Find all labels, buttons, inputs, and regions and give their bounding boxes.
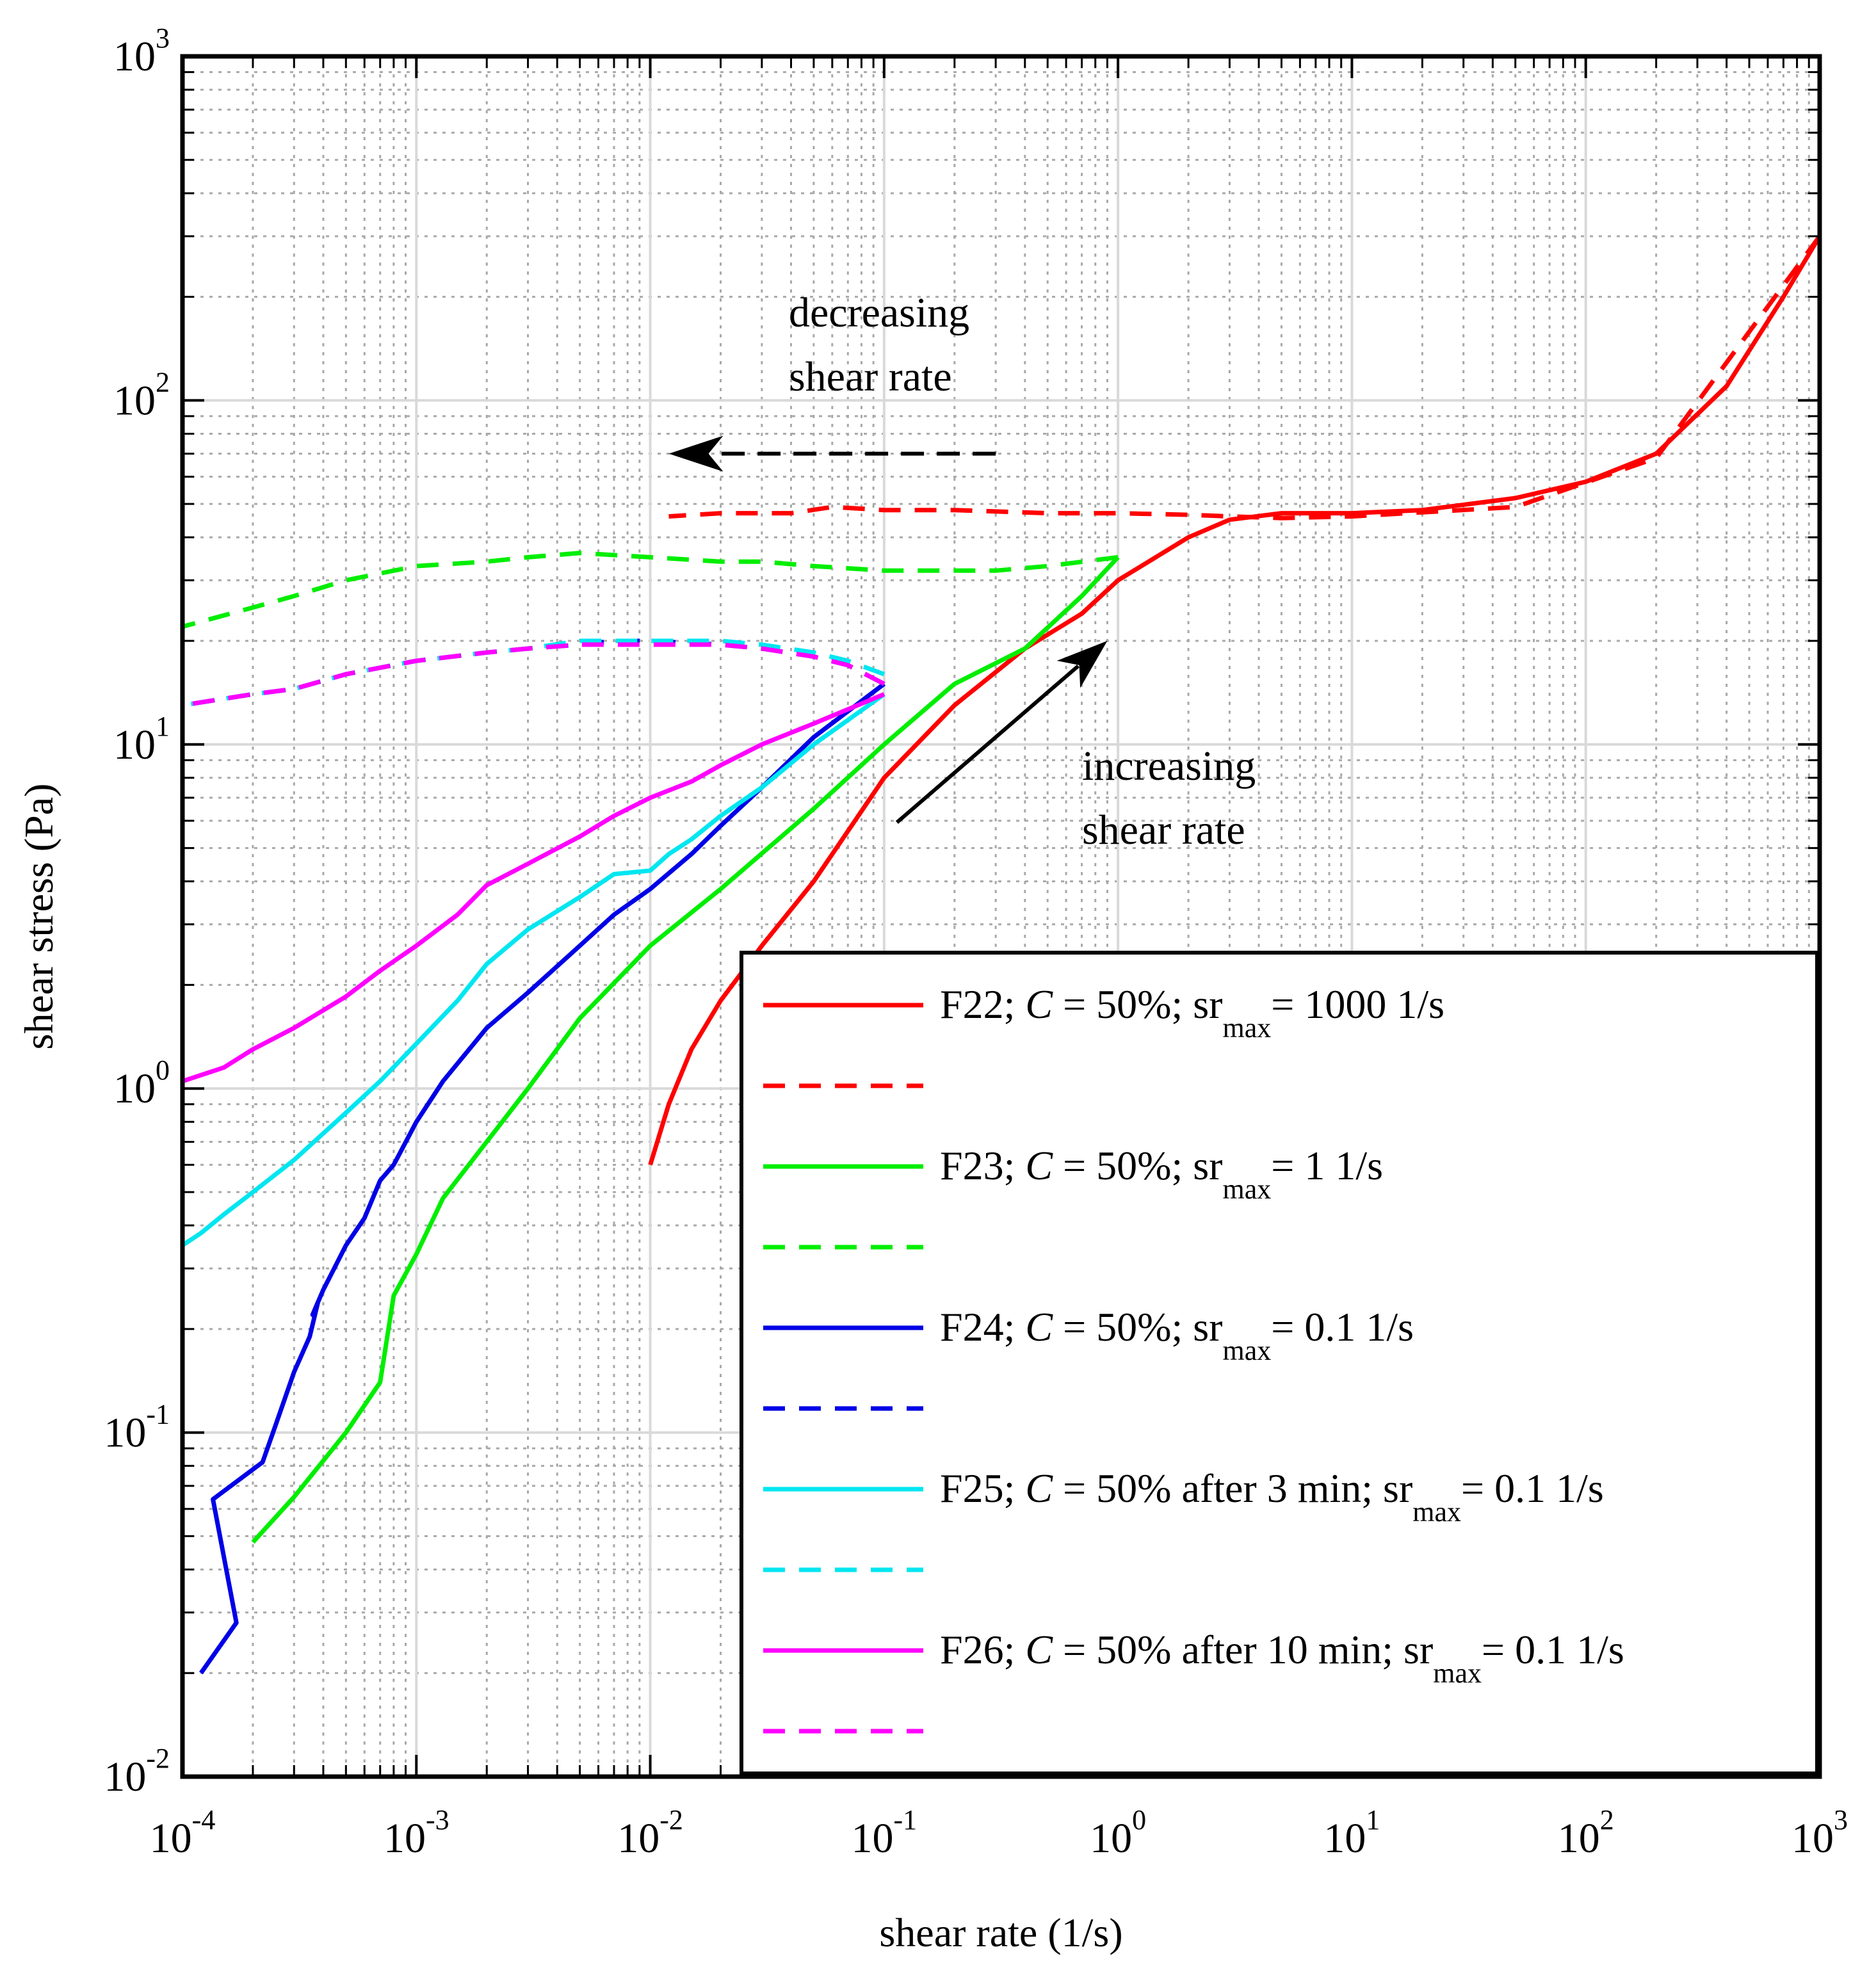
x-tick-base: 10 xyxy=(1558,1815,1600,1862)
legend-suffix: = 0.1 1/s xyxy=(1461,1465,1604,1511)
x-tick-label: 101 xyxy=(1323,1804,1380,1862)
legend-label-f24: F24; C = 50%; srmax= 0.1 1/s xyxy=(940,1304,1414,1366)
legend-prefix: F26; xyxy=(940,1627,1025,1672)
legend-var: C xyxy=(1025,1143,1053,1188)
y-tick-label: 10-1 xyxy=(104,1399,170,1457)
x-tick-exponent: -1 xyxy=(894,1804,918,1836)
x-tick-base: 10 xyxy=(150,1815,192,1862)
x-tick-exponent: -2 xyxy=(659,1804,683,1836)
legend-var: C xyxy=(1025,1627,1053,1672)
x-tick-exponent: 3 xyxy=(1834,1804,1848,1836)
y-tick-base: 10 xyxy=(113,377,156,424)
x-tick-exponent: -4 xyxy=(192,1804,216,1836)
series-line-f24-up xyxy=(199,682,886,1675)
decreasing-label-line: shear rate xyxy=(789,353,952,400)
series-line-f23-up xyxy=(251,556,1120,1544)
x-tick-label: 10-4 xyxy=(150,1804,216,1862)
legend-suffix: = 0.1 1/s xyxy=(1271,1304,1414,1350)
y-tick-base: 10 xyxy=(113,33,156,80)
legend-prefix: F22; xyxy=(940,981,1025,1027)
x-tick-base: 10 xyxy=(852,1815,894,1862)
x-tick-exponent: 2 xyxy=(1600,1804,1614,1836)
legend-mid: = 50%; sr xyxy=(1053,1143,1222,1188)
y-tick-label: 103 xyxy=(113,22,170,80)
y-tick-label: 10-2 xyxy=(104,1743,170,1800)
legend-suffix: = 1000 1/s xyxy=(1271,981,1444,1027)
legend-suffix: = 0.1 1/s xyxy=(1482,1627,1624,1672)
increasing-label-line: shear rate xyxy=(1082,807,1245,853)
legend-box xyxy=(740,951,1819,1775)
increasing-label-line: increasing xyxy=(1082,743,1256,789)
y-tick-label: 102 xyxy=(113,366,170,424)
legend-mid: = 50% after 3 min; sr xyxy=(1053,1465,1412,1511)
legend-suffix: = 1 1/s xyxy=(1271,1143,1383,1188)
legend-mid: = 50%; sr xyxy=(1053,1304,1222,1350)
decreasing-label-line: decreasing xyxy=(789,289,969,336)
legend-var: C xyxy=(1025,1304,1053,1350)
series-layer xyxy=(182,234,1820,1675)
y-tick-exponent: 3 xyxy=(156,22,170,54)
legend-prefix: F25; xyxy=(940,1465,1025,1511)
x-tick-exponent: -3 xyxy=(426,1804,449,1836)
plot-frame xyxy=(180,54,1822,1779)
x-tick-label: 10-3 xyxy=(384,1804,449,1862)
x-tick-exponent: 0 xyxy=(1132,1804,1146,1836)
legend-var: C xyxy=(1025,981,1053,1027)
y-tick-label: 101 xyxy=(113,711,170,768)
x-tick-base: 10 xyxy=(384,1815,426,1862)
legend-sub: max xyxy=(1412,1496,1461,1528)
legend-var: C xyxy=(1025,1465,1053,1511)
legend-label-f23: F23; C = 50%; srmax= 1 1/s xyxy=(940,1143,1383,1205)
series-group xyxy=(182,234,1820,1675)
decreasing-label: decreasing shear rate xyxy=(789,289,969,400)
series-line-f26-up xyxy=(182,692,885,1084)
x-tick-label: 102 xyxy=(1558,1804,1614,1862)
increasing-label: increasing shear rate xyxy=(1082,743,1256,853)
y-tick-label: 100 xyxy=(113,1054,170,1112)
annotation-layer: decreasing shear rate increasing shear rate xyxy=(668,289,1256,853)
y-tick-base: 10 xyxy=(113,1065,156,1112)
x-tick-base: 10 xyxy=(1090,1815,1132,1862)
decreasing-arrow-head xyxy=(668,435,724,472)
series-line-f25-up xyxy=(182,692,885,1248)
legend-prefix: F23; xyxy=(940,1143,1025,1188)
legend-sub: max xyxy=(1222,1012,1271,1044)
series-line-f23-down xyxy=(182,551,1119,629)
legend-label-f26: F26; C = 50% after 10 min; srmax= 0.1 1/… xyxy=(940,1627,1624,1689)
y-tick-exponent: 2 xyxy=(156,366,170,398)
legend-mid: = 50% after 10 min; sr xyxy=(1053,1627,1433,1672)
legend-prefix: F24; xyxy=(940,1304,1025,1350)
y-tick-base: 10 xyxy=(113,722,156,768)
x-tick-base: 10 xyxy=(617,1815,659,1862)
y-axis-label: shear stress (Pa) xyxy=(16,784,61,1050)
x-tick-label: 100 xyxy=(1090,1804,1146,1862)
x-axis-label: shear rate (1/s) xyxy=(879,1910,1122,1955)
y-tick-exponent: 1 xyxy=(156,711,170,742)
x-tick-label: 103 xyxy=(1791,1804,1848,1862)
y-tick-exponent: -2 xyxy=(146,1743,170,1774)
legend-label-f22: F22; C = 50%; srmax= 1000 1/s xyxy=(940,981,1444,1044)
series-line-f22-down xyxy=(668,234,1820,521)
increasing-arrow-head xyxy=(1056,641,1108,688)
increasing-arrow-shaft xyxy=(895,664,1080,824)
x-tick-base: 10 xyxy=(1791,1815,1834,1862)
series-line-f26-down xyxy=(182,642,885,708)
legend-sub: max xyxy=(1433,1658,1482,1689)
y-tick-base: 10 xyxy=(104,1754,146,1800)
tick-layer: 10-4 10-3 10-2 10-1 100 101 102 10310-210-11001… xyxy=(104,22,1848,1862)
y-tick-exponent: -1 xyxy=(146,1399,170,1430)
legend-sub: max xyxy=(1222,1335,1271,1366)
x-tick-label: 10-1 xyxy=(852,1804,918,1862)
x-tick-exponent: 1 xyxy=(1366,1804,1380,1836)
x-tick-base: 10 xyxy=(1323,1815,1366,1862)
y-tick-base: 10 xyxy=(104,1410,146,1457)
legend-label-f25: F25; C = 50% after 3 min; srmax= 0.1 1/s xyxy=(940,1465,1604,1528)
x-tick-label: 10-2 xyxy=(617,1804,683,1862)
y-tick-exponent: 0 xyxy=(156,1054,170,1086)
legend-mid: = 50%; sr xyxy=(1053,981,1222,1027)
legend-sub: max xyxy=(1222,1174,1271,1205)
